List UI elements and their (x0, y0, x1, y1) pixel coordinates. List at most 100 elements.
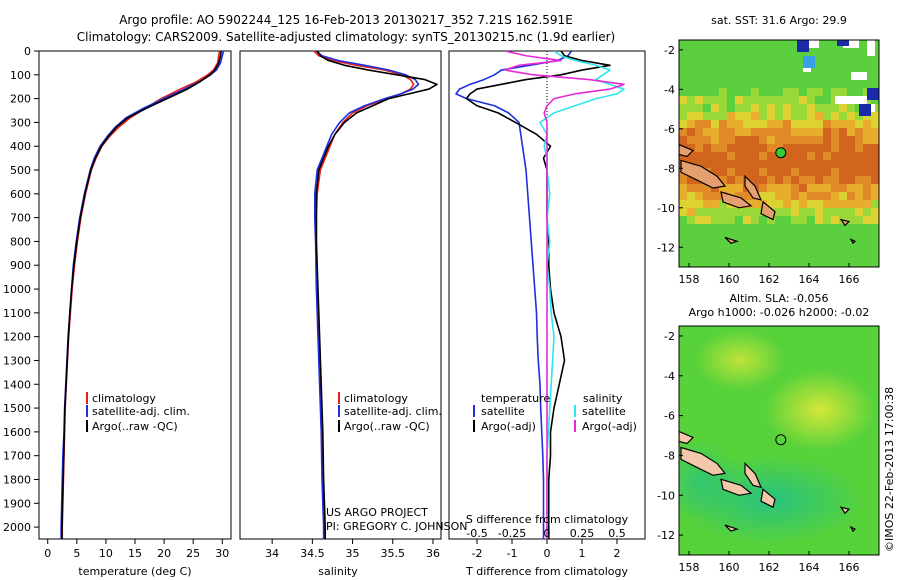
sst-cell (711, 152, 719, 160)
sst-cell (735, 176, 743, 184)
sst-cell (831, 168, 839, 176)
sst-cell (767, 56, 775, 64)
sst-cell (759, 176, 767, 184)
sst-cell (687, 120, 695, 128)
sst-cell (831, 128, 839, 136)
sst-cell (703, 232, 711, 240)
sst-cell (791, 160, 799, 168)
sst-cell (703, 88, 711, 96)
sst-cell (711, 240, 719, 248)
sst-cell (711, 192, 719, 200)
sst-cell (839, 56, 847, 64)
sst-cell (847, 48, 855, 56)
sst-cell (791, 48, 799, 56)
sst-cell (679, 72, 687, 80)
sst-cell (679, 248, 687, 256)
sst-cell (703, 40, 711, 48)
sst-cell (711, 120, 719, 128)
map-y-tick-label: -4 (664, 370, 675, 383)
sst-cell (687, 232, 695, 240)
sst-cell (783, 72, 791, 80)
sst-cell (735, 256, 743, 264)
sst-cell (783, 96, 791, 104)
sst-cell (711, 168, 719, 176)
sst-cell (719, 184, 727, 192)
sst-cell (679, 208, 687, 216)
sst-cell (807, 72, 815, 80)
sst-cell (687, 88, 695, 96)
sst-cell (695, 120, 703, 128)
sst-cell (679, 184, 687, 192)
sst-cell (791, 208, 799, 216)
sst-cell (767, 48, 775, 56)
sst-cell (815, 88, 823, 96)
sst-cell (815, 264, 823, 267)
sst-cell (751, 216, 759, 224)
sst-cell (703, 208, 711, 216)
sst-cell (727, 216, 735, 224)
sst-cell (711, 104, 719, 112)
sst-cell (783, 264, 791, 267)
sst-cell (807, 104, 815, 112)
sst-cell (799, 112, 807, 120)
sst-cell (799, 160, 807, 168)
sst-cell (831, 104, 839, 112)
sst-cell (751, 200, 759, 208)
sst-cell (727, 144, 735, 152)
legend-label-temp-argo: Argo(-adj) (481, 420, 536, 433)
sst-cell (775, 176, 783, 184)
sst-cell (863, 56, 871, 64)
sst-cell (759, 184, 767, 192)
x2-tick-label: 0.5 (608, 527, 626, 540)
sst-cell (863, 216, 871, 224)
sst-cell (711, 232, 719, 240)
sst-cell (759, 40, 767, 48)
sst-cell (799, 192, 807, 200)
sst-cell (831, 176, 839, 184)
sst-cell (727, 248, 735, 256)
sst-cell (807, 216, 815, 224)
sst-cell (695, 88, 703, 96)
sst-cell (855, 192, 863, 200)
sst-cell (831, 192, 839, 200)
series-line-4 (504, 51, 625, 539)
sst-cell (831, 72, 839, 80)
sst-cell (855, 80, 863, 88)
sst-cell (807, 88, 815, 96)
sst-cell (695, 200, 703, 208)
sst-cell (751, 120, 759, 128)
sst-cell (855, 256, 863, 264)
sst-cell (815, 192, 823, 200)
sst-cell (807, 168, 815, 176)
sst-cell (719, 208, 727, 216)
sst-cell (863, 256, 871, 264)
sst-cell (831, 120, 839, 128)
sst-cell (847, 128, 855, 136)
sst-cell (679, 56, 687, 64)
sst-cell (775, 112, 783, 120)
sst-cell (815, 256, 823, 264)
sst-cell (695, 184, 703, 192)
sst-cell (775, 64, 783, 72)
sst-cell (719, 256, 727, 264)
sst-cell (775, 88, 783, 96)
sst-cell (807, 128, 815, 136)
sst-cell (759, 192, 767, 200)
sst-cell (751, 160, 759, 168)
sst-cell (735, 144, 743, 152)
sst-cell (863, 200, 871, 208)
sst-cell (751, 248, 759, 256)
sla-map-panel: Altim. SLA: -0.056 Argo h1000: -0.026 h2… (657, 292, 880, 574)
sst-cell (807, 176, 815, 184)
sst-masked-cell (851, 72, 859, 80)
sst-cell (735, 112, 743, 120)
sst-cell (743, 72, 751, 80)
sst-cell (727, 96, 735, 104)
sla-field (679, 326, 879, 555)
series-line-2 (465, 51, 611, 539)
sst-cell (751, 152, 759, 160)
sst-cell (743, 56, 751, 64)
sst-cell (695, 136, 703, 144)
sst-cell (711, 144, 719, 152)
sst-cell (727, 264, 735, 267)
